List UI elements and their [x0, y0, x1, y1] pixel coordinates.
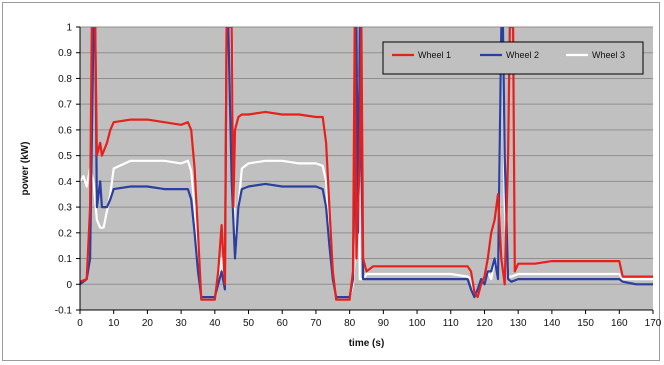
series-line-2 — [80, 27, 653, 299]
series-line-1 — [80, 27, 653, 301]
x-axis-title: time (s) — [349, 338, 385, 349]
y-tick-label-2: 0.1 — [58, 254, 72, 265]
x-tick-label-13: 130 — [510, 318, 527, 329]
y-tick-label-8: 0.7 — [58, 100, 72, 111]
y-tick-label-4: 0.3 — [58, 203, 72, 214]
legend-box — [382, 41, 644, 75]
y-tick-label-7: 0.6 — [58, 125, 72, 136]
x-tick-label-16: 160 — [611, 318, 628, 329]
y-tick-label-5: 0.4 — [58, 177, 72, 188]
axes — [79, 27, 653, 311]
x-tick-label-17: 170 — [645, 318, 662, 329]
y-tick-label-9: 0.8 — [58, 74, 72, 85]
y-tick-label-10: 0.9 — [58, 48, 72, 59]
y-axis-title: power (kW) — [20, 142, 31, 196]
x-tick-labels: 0 10 20 30 40 50 60 70 80 90 100 110 120 130 140 150 160… — [77, 310, 662, 329]
x-tick-label-14: 140 — [544, 318, 561, 329]
x-tick-label-9: 90 — [378, 318, 390, 329]
y-tick-labels: -0.1 0 0.1 0.2 0.3 0.4 0.5 0.6 0.7 0.8 0.9 1 — [55, 23, 80, 317]
x-tick-label-0: 0 — [77, 318, 83, 329]
legend: Wheel 1 Wheel 2 Wheel 3 — [382, 41, 644, 75]
y-tick-label-11: 1 — [66, 23, 72, 34]
x-tick-label-10: 100 — [409, 318, 426, 329]
x-tick-label-2: 20 — [142, 318, 154, 329]
x-tick-label-1: 10 — [108, 318, 120, 329]
x-tick-label-7: 70 — [310, 318, 322, 329]
x-tick-label-8: 80 — [344, 318, 356, 329]
x-tick-label-11: 110 — [443, 318, 459, 329]
legend-label-1: Wheel 1 — [418, 50, 451, 60]
y-tick-label-0: -0.1 — [55, 306, 73, 317]
y-tick-label-6: 0.5 — [58, 151, 72, 162]
x-tick-label-3: 30 — [176, 318, 188, 329]
x-tick-label-12: 120 — [476, 318, 493, 329]
legend-label-3: Wheel 3 — [592, 50, 625, 60]
x-tick-label-6: 60 — [277, 318, 289, 329]
y-tick-label-1: 0 — [66, 280, 72, 291]
gridlines — [80, 26, 653, 285]
x-tick-label-5: 50 — [243, 318, 255, 329]
y-tick-label-3: 0.2 — [58, 228, 72, 239]
x-tick-label-4: 40 — [209, 318, 221, 329]
series-lines — [80, 27, 653, 301]
legend-label-2: Wheel 2 — [506, 50, 539, 60]
x-tick-label-15: 150 — [577, 318, 594, 329]
